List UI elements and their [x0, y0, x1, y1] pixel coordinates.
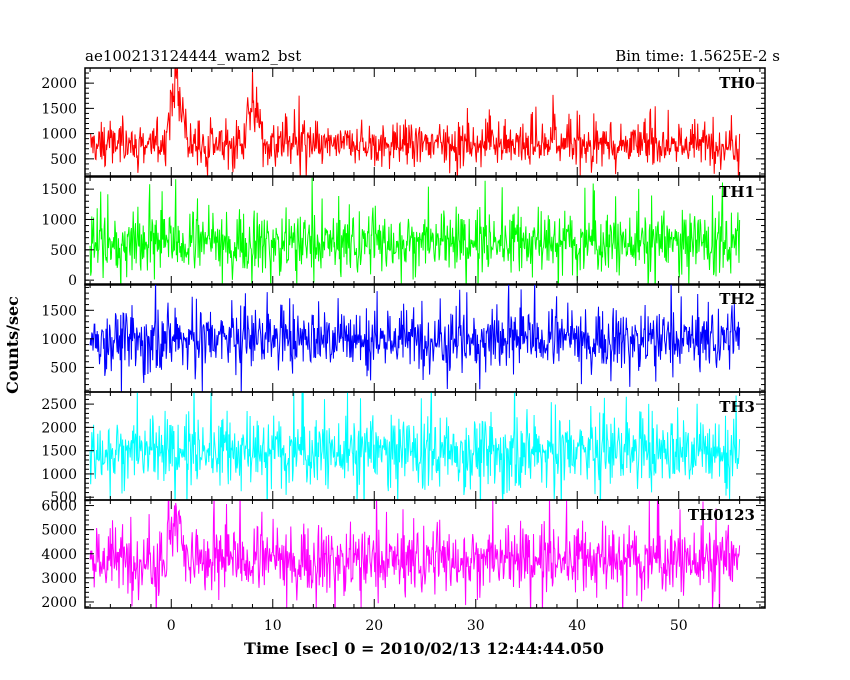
y-tick-label: 500 [50, 360, 77, 376]
x-axis-label: Time [sec] 0 = 2010/02/13 12:44:44.050 [244, 639, 604, 658]
y-tick-label: 5000 [41, 523, 77, 539]
panel-label-th2: TH2 [719, 290, 755, 308]
panel-label-th1: TH1 [719, 183, 755, 201]
y-tick-label: 500 [50, 152, 77, 168]
panel-label-th3: TH3 [719, 398, 755, 416]
y-tick-label: 2000 [41, 420, 77, 436]
panel-th1: 0 500 1000 1500 TH1 [41, 176, 766, 289]
x-tick-label: 0 [167, 618, 176, 634]
y-tick-label: 4000 [41, 547, 77, 563]
panel-frame [84, 499, 766, 609]
y-tick-label: 3000 [41, 571, 77, 587]
panel-frame [84, 176, 766, 286]
series-line-th3 [89, 392, 741, 500]
panel-label-th0: TH0 [719, 74, 755, 92]
y-tick-label: 0 [68, 273, 77, 289]
y-tick-label: 6000 [41, 499, 77, 515]
panels-group: 500 1000 1500 2000 TH0 0 500 1000 1500 TH1 500 1000… [41, 67, 766, 611]
series-line-th1 [89, 177, 741, 285]
series-line-th0 [90, 68, 741, 176]
y-tick-label: 1000 [41, 127, 77, 143]
y-tick-label: 1500 [41, 444, 77, 460]
y-axis-label: Counts/sec [3, 296, 22, 394]
panel-label-th0123: TH0123 [688, 506, 755, 524]
x-tick-label: 50 [670, 618, 688, 634]
y-tick-label: 1500 [41, 101, 77, 117]
panel-th0123: 2000 3000 4000 5000 6000 TH0123 [41, 499, 766, 611]
y-tick-label: 500 [50, 490, 77, 506]
y-tick-label: 1000 [41, 467, 77, 483]
y-tick-label: 1000 [41, 212, 77, 228]
y-tick-label: 2000 [41, 595, 77, 611]
y-tick-label: 2500 [41, 397, 77, 413]
series-line-th0123 [89, 500, 741, 608]
y-tick-label: 500 [50, 243, 77, 259]
panel-th0: 500 1000 1500 2000 TH0 [41, 67, 766, 177]
y-tick-label: 1500 [41, 182, 77, 198]
x-tick-label: 40 [568, 618, 586, 634]
panel-th2: 500 1000 1500 TH2 [41, 283, 766, 393]
y-tick-label: 2000 [41, 76, 77, 92]
panel-frame [84, 67, 766, 177]
x-tick-label: 30 [467, 618, 485, 634]
chart-title-left: ae100213124444_wam2_bst [85, 47, 301, 65]
x-tick-label: 10 [264, 618, 282, 634]
y-tick-label: 1500 [41, 303, 77, 319]
y-tick-label: 1000 [41, 332, 77, 348]
x-axis: 0 10 20 30 40 50 [167, 618, 688, 634]
x-tick-label: 20 [365, 618, 383, 634]
series-line-th2 [89, 284, 741, 392]
chart-title-right: Bin time: 1.5625E-2 s [615, 47, 780, 65]
